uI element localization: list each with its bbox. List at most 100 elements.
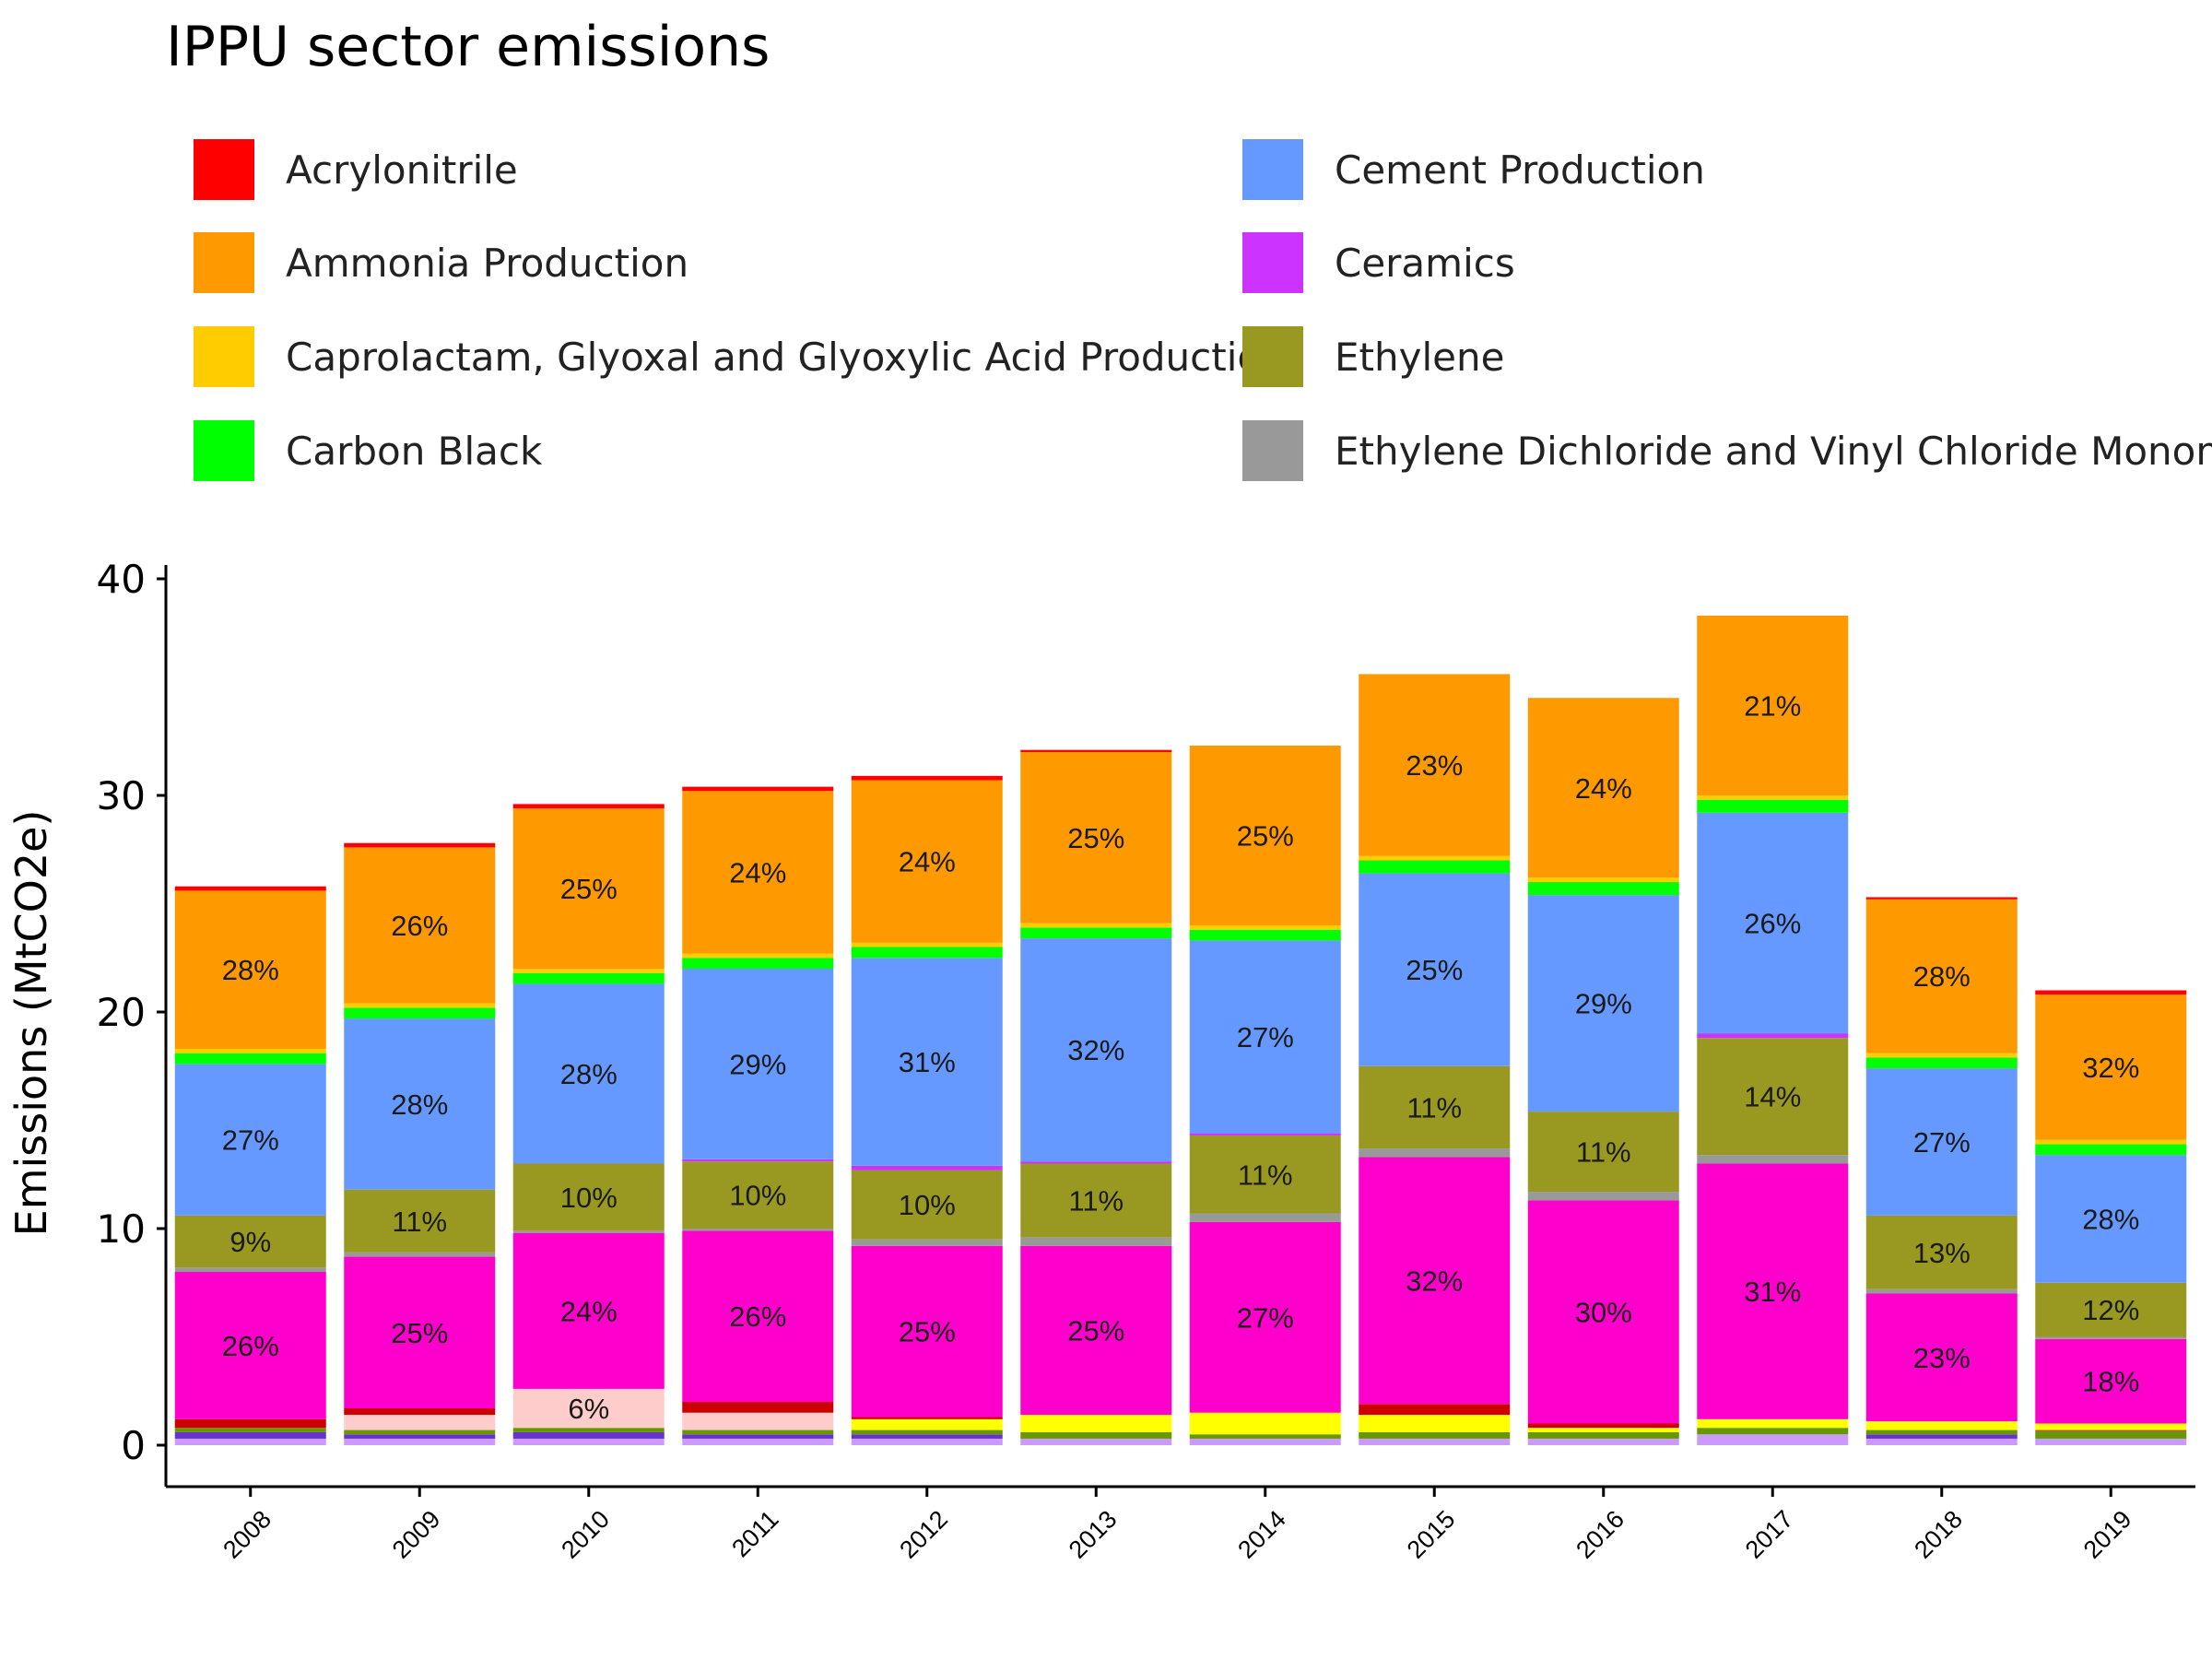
- bar-segment: [1189, 1133, 1341, 1135]
- bar-data-label: 11%: [1406, 1091, 1462, 1124]
- bar-segment: [1189, 1213, 1341, 1222]
- legend-swatch: [1242, 139, 1303, 200]
- x-tick-label: 2015: [1402, 1505, 1461, 1564]
- bar-segment: [1527, 877, 1679, 882]
- bar-data-label: 10%: [729, 1180, 786, 1212]
- y-tick-label: 20: [97, 990, 146, 1035]
- bar-segment: [1189, 1412, 1341, 1435]
- x-axis-ticks: 2008 2009 2010 2011 2012 2013 2014 2015 2016 2017…: [218, 1487, 2136, 1564]
- bar-segment: [1865, 1421, 2018, 1430]
- bar-segment: [1697, 615, 1849, 795]
- bar-segment: [1697, 1434, 1849, 1445]
- bar-data-label: 24%: [1575, 772, 1632, 805]
- bar-labels-layer: 26% 9% 27% 28% 25% 11% 28% 26% 6% 24% 10% 28% 25% 26%…: [222, 689, 2140, 1425]
- bar-segment: [1865, 1438, 2018, 1445]
- bar-data-label: 26%: [1744, 908, 1801, 940]
- bar-data-label: 28%: [391, 1088, 448, 1121]
- bar-segment: [682, 953, 834, 959]
- bar-segment: [851, 947, 1003, 959]
- bar-segment: [1697, 812, 1849, 1034]
- bar-data-label: 25%: [1067, 822, 1124, 854]
- bar-data-label: 26%: [729, 1300, 786, 1333]
- bar-segment: [174, 890, 326, 1049]
- bar-data-label: 14%: [1744, 1081, 1801, 1113]
- bar-segment: [1020, 1161, 1172, 1164]
- bar-segment: [851, 1418, 1003, 1430]
- bar-data-label: 28%: [1913, 960, 1971, 993]
- bar-segment: [851, 775, 1003, 781]
- legend-item-ethylene: Ethylene: [1242, 326, 1504, 387]
- chart-title: IPPU sector emissions: [166, 15, 771, 79]
- bar-segment: [851, 1438, 1003, 1445]
- bar-segment: [2035, 1282, 2187, 1337]
- bar-segment: [1527, 882, 1679, 896]
- bar-segment: [1865, 1288, 2018, 1294]
- bar-data-label: 28%: [222, 954, 279, 986]
- bar-segment: [2035, 1336, 2187, 1339]
- bar-segment: [174, 1053, 326, 1065]
- bar-data-label: 27%: [1237, 1021, 1294, 1053]
- legend-item-carbon-black: Carbon Black: [194, 420, 542, 481]
- bar-segment: [1865, 897, 2018, 900]
- bar-segment: [2035, 1438, 2187, 1445]
- bar-data-label: 11%: [1068, 1184, 1124, 1217]
- bar-segment: [851, 1245, 1003, 1418]
- bar-segment: [1020, 1415, 1172, 1432]
- bar-data-label: 25%: [1237, 819, 1294, 852]
- bar-segment: [682, 1412, 834, 1430]
- bar-segment: [344, 1256, 496, 1409]
- legend-label: Ethylene Dichloride and Vinyl Chloride M…: [1335, 428, 2212, 474]
- bar-data-label: 29%: [729, 1048, 786, 1080]
- legend-item-acrylonitrile: Acrylonitrile: [194, 139, 518, 200]
- bar-segment: [174, 1215, 326, 1268]
- bar-segment: [1189, 925, 1341, 930]
- bar-segment: [1359, 1438, 1511, 1445]
- legend-swatch: [194, 139, 254, 200]
- bar-data-label: 10%: [899, 1189, 956, 1221]
- bar-segment: [682, 791, 834, 954]
- bar-segment: [1020, 1237, 1172, 1246]
- x-tick-label: 2018: [1909, 1505, 1968, 1564]
- bar-segment: [1359, 1065, 1511, 1149]
- bar-segment: [512, 1232, 665, 1389]
- bar-segment: [512, 1438, 665, 1445]
- bar-segment: [1359, 1148, 1511, 1158]
- bar-segment: [512, 983, 665, 1164]
- bar-data-label: 24%: [560, 1295, 618, 1327]
- bar-data-label: 32%: [1067, 1034, 1124, 1066]
- bar-segment: [1697, 1038, 1849, 1156]
- bar-segment: [1865, 1053, 2018, 1058]
- x-tick-label: 2008: [218, 1505, 276, 1564]
- bar-segment: [2035, 1338, 2187, 1424]
- y-axis-title: Emissions (MtCO2e): [6, 810, 56, 1237]
- bar-segment: [1527, 1192, 1679, 1201]
- bar-segment: [1189, 1135, 1341, 1214]
- bar-segment: [174, 886, 326, 891]
- bar-segment: [1359, 674, 1511, 856]
- legend-label: Cement Production: [1335, 147, 1705, 193]
- bar-segment: [1189, 1438, 1341, 1445]
- bar-segment: [2035, 1423, 2187, 1430]
- bar-segment: [1527, 1431, 1679, 1439]
- bar-segment: [512, 1230, 665, 1233]
- bar-data-label: 32%: [1406, 1265, 1463, 1297]
- bar-data-label: 28%: [560, 1058, 618, 1090]
- bar-data-label: 27%: [1237, 1301, 1294, 1334]
- x-tick-label: 2017: [1740, 1505, 1799, 1564]
- legend-swatch: [194, 420, 254, 481]
- legend-label: Ceramics: [1335, 240, 1515, 286]
- bar-segment: [1697, 1155, 1849, 1164]
- bar-segment: [1527, 1438, 1679, 1445]
- bar-segment: [344, 1415, 496, 1430]
- bar-segment: [1020, 938, 1172, 1162]
- bar-segment: [344, 1252, 496, 1257]
- bar-segment: [1865, 1430, 2018, 1435]
- bar-segment: [1020, 1438, 1172, 1445]
- x-tick-label: 2019: [2078, 1505, 2137, 1564]
- bar-data-label: 30%: [1575, 1296, 1632, 1328]
- bar-data-label: 31%: [1744, 1276, 1801, 1308]
- bar-data-label: 18%: [2082, 1366, 2139, 1398]
- x-tick-label: 2014: [1232, 1505, 1291, 1564]
- bar-segment: [2035, 1144, 2187, 1156]
- bar-segment: [344, 1189, 496, 1253]
